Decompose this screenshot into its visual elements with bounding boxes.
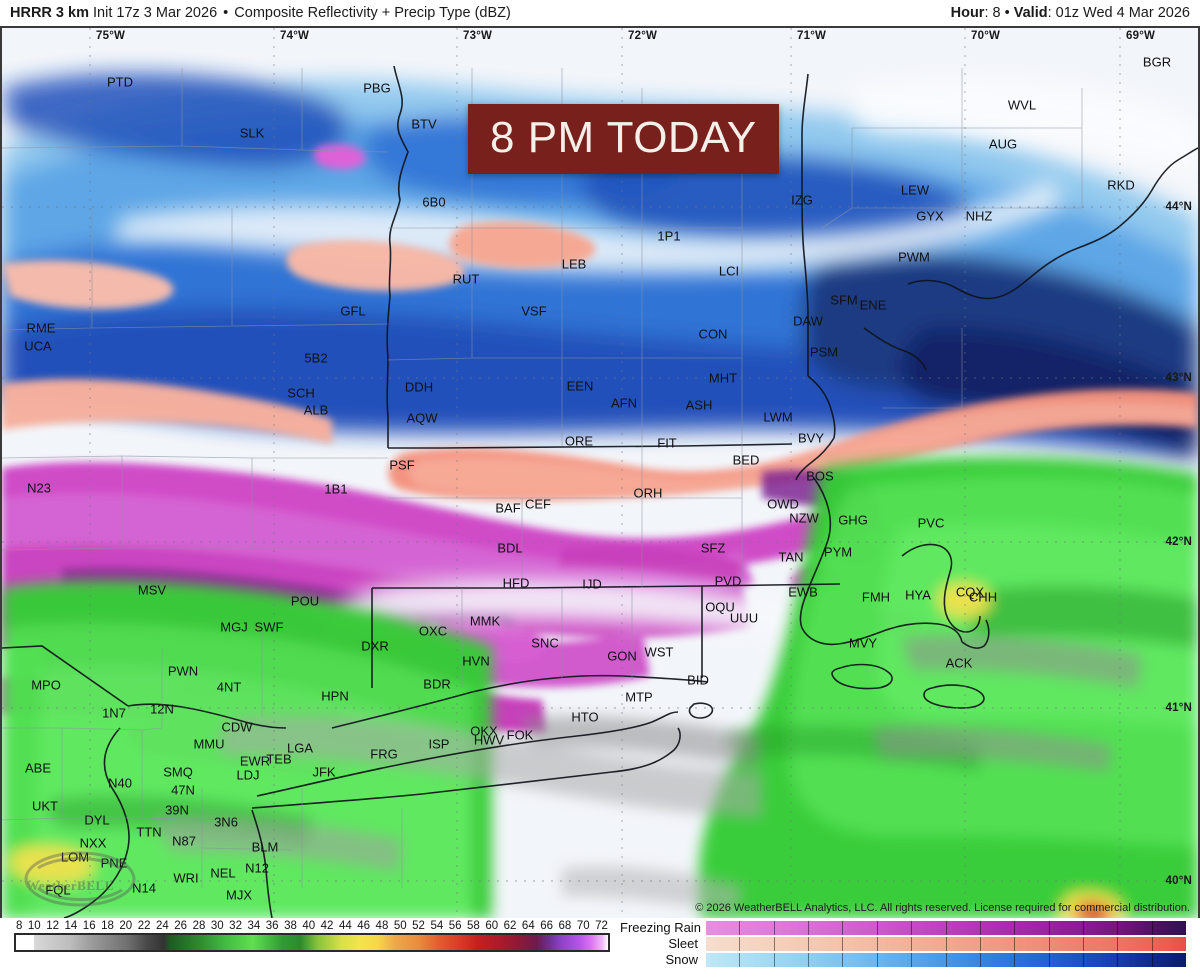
- reflectivity-tick: 8: [16, 920, 23, 932]
- time-banner: 8 PM TODAY: [468, 104, 779, 174]
- sleet-color-scale: [706, 936, 1186, 951]
- reflectivity-tick: 64: [521, 920, 535, 932]
- reflectivity-tick: 16: [82, 920, 96, 932]
- reflectivity-tick: 62: [503, 920, 517, 932]
- copyright-notice: © 2026 WeatherBELL Analytics, LLC. All r…: [695, 902, 1190, 914]
- header-right-info: Hour: 8 • Valid: 01z Wed 4 Mar 2026: [951, 5, 1190, 21]
- forecast-hour-label: Hour: [950, 5, 985, 21]
- reflectivity-tick: 46: [357, 920, 371, 932]
- snow-label: Snow: [665, 952, 698, 967]
- header-bullet-2: •: [1004, 5, 1010, 21]
- reflectivity-tick: 56: [448, 920, 462, 932]
- product-name: Composite Reflectivity + Precip Type (dB…: [234, 5, 511, 21]
- reflectivity-tick: 12: [46, 920, 59, 932]
- reflectivity-tick: 14: [64, 920, 78, 932]
- reflectivity-tick: 32: [229, 920, 242, 932]
- reflectivity-color-scale: [14, 933, 610, 952]
- reflectivity-tick: 72: [595, 920, 608, 932]
- reflectivity-tick: 48: [375, 920, 389, 932]
- header-bullet-1: •: [223, 5, 229, 21]
- reflectivity-tick: 24: [155, 920, 169, 932]
- precip-type-legend: Freezing Rain Sleet Snow: [620, 920, 1186, 968]
- legend-bar: 8 10 12 14 16 18 20 22 24 26 28 30 32 34 36 38 40 42 44 46 4…: [0, 918, 1200, 977]
- reflectivity-tick: 54: [430, 920, 444, 932]
- reflectivity-tick: 38: [284, 920, 297, 932]
- reflectivity-tick: 52: [412, 920, 425, 932]
- reflectivity-tick: 30: [210, 920, 224, 932]
- reflectivity-tick: 68: [558, 920, 572, 932]
- radar-map-canvas: [2, 28, 1198, 918]
- model-init: Init 17z 3 Mar 2026: [93, 5, 218, 21]
- freezing-rain-label: Freezing Rain: [620, 920, 701, 935]
- valid-time-label: Valid: [1013, 5, 1048, 21]
- reflectivity-tick: 34: [247, 920, 261, 932]
- map-header: HRRR 3 km Init 17z 3 Mar 2026 • Composit…: [0, 0, 1200, 28]
- header-left-info: HRRR 3 km Init 17z 3 Mar 2026 • Composit…: [10, 5, 511, 21]
- reflectivity-tick: 42: [320, 920, 334, 932]
- reflectivity-tick: 28: [192, 920, 206, 932]
- reflectivity-tick: 40: [302, 920, 316, 932]
- forecast-hour-value: : 8: [984, 5, 1001, 21]
- reflectivity-tick-labels: 8 10 12 14 16 18 20 22 24 26 28 30 32 34 36 38 40 42 44 46 4…: [14, 920, 610, 933]
- sleet-label: Sleet: [668, 936, 698, 951]
- reflectivity-tick: 26: [174, 920, 188, 932]
- reflectivity-tick: 50: [393, 920, 407, 932]
- reflectivity-tick: 10: [27, 920, 41, 932]
- reflectivity-tick: 36: [265, 920, 279, 932]
- reflectivity-tick: 22: [137, 920, 151, 932]
- freezing-rain-color-scale: [706, 920, 1186, 935]
- reflectivity-tick: 66: [540, 920, 554, 932]
- snow-color-scale: [706, 952, 1186, 967]
- precip-type-row-snow: Snow: [620, 952, 1186, 967]
- reflectivity-tick: 60: [485, 920, 499, 932]
- reflectivity-tick: 18: [101, 920, 114, 932]
- reflectivity-tick: 20: [119, 920, 133, 932]
- precip-type-row-freezing-rain: Freezing Rain: [620, 920, 1186, 935]
- reflectivity-legend: 8 10 12 14 16 18 20 22 24 26 28 30 32 34 36 38 40 42 44 46 4…: [14, 920, 610, 952]
- map-viewport[interactable]: 75°W 74°W 73°W 72°W 71°W 70°W 69°W 44°N 43°N 42°…: [0, 28, 1200, 918]
- reflectivity-tick: 58: [467, 920, 480, 932]
- reflectivity-tick: 44: [338, 920, 352, 932]
- model-name: HRRR 3 km: [10, 5, 89, 21]
- valid-time-value: : 01z Wed 4 Mar 2026: [1047, 5, 1190, 21]
- reflectivity-tick: 70: [576, 920, 590, 932]
- precip-type-row-sleet: Sleet: [620, 936, 1186, 951]
